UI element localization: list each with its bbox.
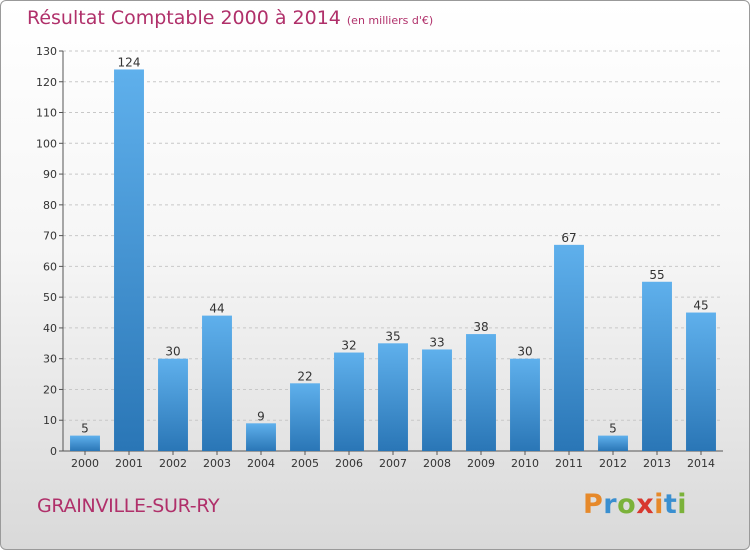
logo-letter: P bbox=[583, 489, 604, 520]
bar bbox=[466, 334, 496, 451]
x-tick-label: 2000 bbox=[71, 457, 99, 470]
x-tick-label: 2007 bbox=[379, 457, 407, 470]
bar bbox=[378, 343, 408, 451]
x-tick-label: 2012 bbox=[599, 457, 627, 470]
data-label: 30 bbox=[517, 345, 532, 359]
data-label: 55 bbox=[649, 268, 664, 282]
y-tick-label: 40 bbox=[43, 322, 57, 335]
title-text: Résultat Comptable 2000 à 2014 bbox=[27, 7, 341, 29]
x-tick-label: 2014 bbox=[687, 457, 715, 470]
bar bbox=[686, 312, 716, 451]
bar bbox=[510, 358, 540, 451]
bar bbox=[642, 281, 672, 451]
x-tick-label: 2001 bbox=[115, 457, 143, 470]
y-tick-label: 50 bbox=[43, 291, 57, 304]
y-tick-label: 80 bbox=[43, 199, 57, 212]
title-unit: (en milliers d'€) bbox=[346, 14, 434, 27]
y-tick-label: 100 bbox=[36, 137, 57, 150]
logo-letter: t bbox=[663, 489, 678, 520]
x-tick-label: 2004 bbox=[247, 457, 275, 470]
bar bbox=[158, 358, 188, 451]
logo-letter: i bbox=[654, 489, 664, 520]
x-tick-label: 2011 bbox=[555, 457, 583, 470]
town-name: GRAINVILLE-SUR-RY bbox=[37, 495, 220, 517]
data-label: 30 bbox=[165, 345, 180, 359]
bar bbox=[422, 349, 452, 451]
bar bbox=[290, 383, 320, 451]
y-tick-label: 110 bbox=[36, 107, 57, 120]
y-tick-label: 0 bbox=[50, 445, 57, 458]
data-label: 22 bbox=[297, 369, 312, 383]
proxiti-logo: Proxiti bbox=[583, 489, 687, 520]
data-label: 9 bbox=[257, 409, 265, 423]
y-tick-label: 60 bbox=[43, 260, 57, 273]
logo-letter: r bbox=[603, 489, 618, 520]
x-tick-label: 2006 bbox=[335, 457, 363, 470]
x-tick-label: 2005 bbox=[291, 457, 319, 470]
x-tick-label: 2010 bbox=[511, 457, 539, 470]
data-label: 44 bbox=[209, 302, 224, 316]
logo-letter: x bbox=[636, 489, 655, 520]
y-tick-label: 70 bbox=[43, 230, 57, 243]
y-tick-label: 130 bbox=[36, 45, 57, 58]
y-tick-label: 20 bbox=[43, 383, 57, 396]
data-label: 124 bbox=[118, 55, 141, 69]
logo-letter: i bbox=[677, 489, 688, 520]
bar bbox=[598, 435, 628, 451]
bar bbox=[70, 435, 100, 451]
x-tick-label: 2003 bbox=[203, 457, 231, 470]
data-label: 45 bbox=[693, 299, 708, 313]
x-tick-label: 2008 bbox=[423, 457, 451, 470]
data-label: 5 bbox=[81, 422, 89, 436]
chart-title: Résultat Comptable 2000 à 2014 (en millie… bbox=[27, 7, 433, 29]
bar bbox=[554, 244, 584, 451]
bar bbox=[246, 423, 276, 451]
data-label: 5 bbox=[609, 422, 617, 436]
bar bbox=[202, 315, 232, 451]
x-tick-label: 2009 bbox=[467, 457, 495, 470]
x-tick-label: 2002 bbox=[159, 457, 187, 470]
data-label: 33 bbox=[429, 335, 444, 349]
data-label: 32 bbox=[341, 339, 356, 353]
y-tick-label: 10 bbox=[43, 414, 57, 427]
y-tick-label: 30 bbox=[43, 353, 57, 366]
data-label: 38 bbox=[473, 320, 488, 334]
bar bbox=[114, 69, 144, 451]
x-tick-label: 2013 bbox=[643, 457, 671, 470]
logo-letter: o bbox=[617, 489, 637, 520]
data-label: 35 bbox=[385, 329, 400, 343]
y-tick-label: 120 bbox=[36, 76, 57, 89]
bars bbox=[70, 69, 716, 451]
bar bbox=[334, 352, 364, 451]
y-tick-label: 90 bbox=[43, 168, 57, 181]
tick-labels: 0 10 20 30 40 50 60 70 80 90 100 110 120 130 2000 2001 2… bbox=[36, 45, 715, 470]
data-label: 67 bbox=[561, 231, 576, 245]
